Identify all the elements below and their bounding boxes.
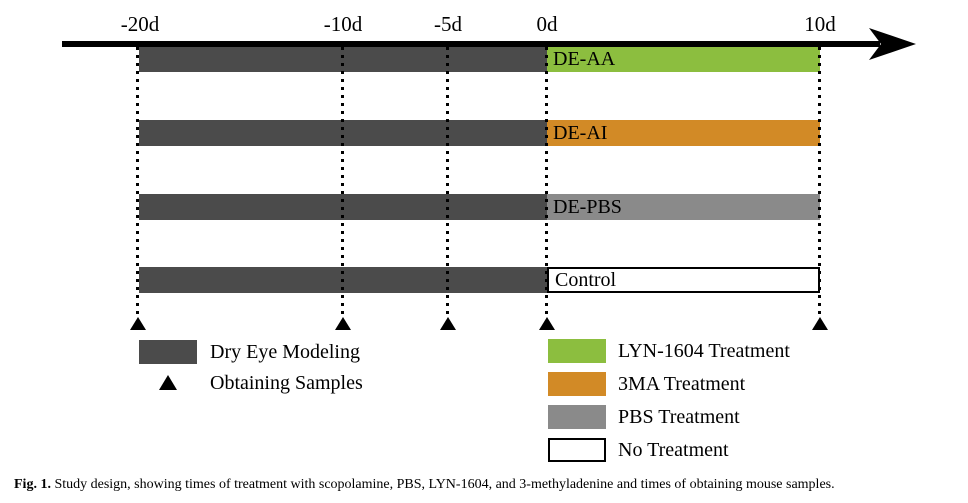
legend-label-no-treatment: No Treatment (618, 439, 729, 461)
dotted-line-minus-20d (136, 47, 139, 317)
de-aa-treatment-bar: DE-AA (547, 46, 820, 72)
sample-triangle-minus-5d-icon (440, 317, 456, 330)
dotted-line-0d (545, 47, 548, 317)
legend-label-dry-eye-modeling: Dry Eye Modeling (210, 341, 360, 363)
de-aa-label: DE-AA (553, 48, 616, 70)
tick-label-minus-20d: -20d (120, 12, 160, 36)
legend-swatch-3ma (548, 372, 606, 396)
sample-triangle-minus-10d-icon (335, 317, 351, 330)
sample-triangle-10d-icon (812, 317, 828, 330)
tick-label-minus-5d: -5d (434, 12, 462, 36)
control-label: Control (555, 269, 617, 291)
control-treatment-bar: Control (547, 267, 820, 293)
caption-prefix: Fig. 1. (14, 477, 51, 492)
timeline-axis (62, 41, 880, 47)
dotted-line-minus-10d (341, 47, 344, 317)
tick-label-minus-10d: -10d (323, 12, 363, 36)
legend-swatch-no-treatment (548, 438, 606, 462)
legend-swatch-pbs (548, 405, 606, 429)
legend-swatch-dry-eye-modeling (139, 340, 197, 364)
tick-label-10d: 10d (804, 12, 836, 36)
sample-triangle-0d-icon (539, 317, 555, 330)
timeline-arrowhead-icon (869, 28, 916, 60)
caption-text: Study design, showing times of treatment… (54, 477, 835, 492)
legend-triangle-icon (159, 375, 177, 390)
dotted-line-10d (818, 47, 821, 317)
legend-swatch-lyn-1604 (548, 339, 606, 363)
de-ai-treatment-bar: DE-AI (547, 120, 820, 146)
arrowhead-shape (869, 28, 916, 60)
tick-label-0d: 0d (536, 12, 558, 36)
legend-label-3ma: 3MA Treatment (618, 373, 746, 395)
de-pbs-treatment-bar: DE-PBS (547, 194, 820, 220)
de-ai-label: DE-AI (553, 122, 608, 144)
figure-caption: Fig. 1. Study design, showing times of t… (14, 476, 958, 493)
legend-label-lyn-1604: LYN-1604 Treatment (618, 340, 790, 362)
dotted-line-minus-5d (446, 47, 449, 317)
legend-label-obtaining-samples: Obtaining Samples (210, 372, 363, 394)
sample-triangle-minus-20d-icon (130, 317, 146, 330)
de-pbs-label: DE-PBS (553, 196, 622, 218)
legend-label-pbs: PBS Treatment (618, 406, 740, 428)
